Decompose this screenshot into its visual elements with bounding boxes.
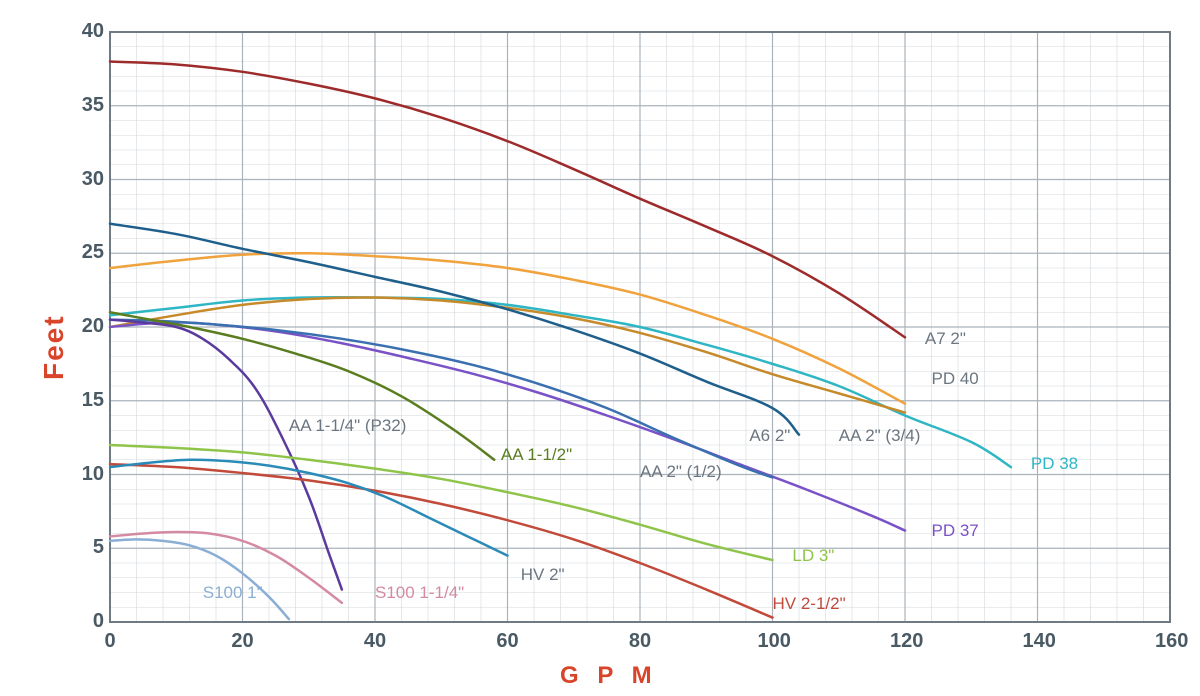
- pump-curve-chart: [0, 0, 1200, 696]
- series-label: AA 1-1/4" (P32): [289, 416, 407, 436]
- y-tick: 40: [68, 20, 104, 43]
- x-tick: 80: [625, 630, 655, 653]
- x-tick: 120: [890, 630, 920, 653]
- series-label: AA 1-1/2": [501, 445, 572, 465]
- series-label: S100 1-1/4": [375, 583, 464, 603]
- y-tick: 15: [68, 389, 104, 412]
- series-label: AA 2" (1/2): [640, 462, 722, 482]
- series-label: A6 2": [749, 426, 790, 446]
- x-tick: 20: [228, 630, 258, 653]
- x-tick: 160: [1155, 630, 1185, 653]
- x-axis-label: G P M: [560, 662, 658, 690]
- y-tick: 5: [68, 536, 104, 559]
- y-tick: 35: [68, 94, 104, 117]
- y-tick: 0: [68, 610, 104, 633]
- series-label: A7 2": [925, 329, 966, 349]
- series-label: S100 1": [203, 583, 263, 603]
- series-label: PD 40: [932, 369, 979, 389]
- x-tick: 40: [360, 630, 390, 653]
- series-label: HV 2-1/2": [773, 594, 846, 614]
- x-tick: 0: [95, 630, 125, 653]
- y-axis-label: Feet: [38, 314, 70, 380]
- y-tick: 30: [68, 168, 104, 191]
- x-tick: 140: [1023, 630, 1053, 653]
- series-label: PD 38: [1031, 454, 1078, 474]
- series-label: HV 2": [521, 565, 565, 585]
- y-tick: 25: [68, 241, 104, 264]
- series-label: PD 37: [932, 521, 979, 541]
- y-tick: 20: [68, 315, 104, 338]
- x-tick: 100: [758, 630, 788, 653]
- series-label: LD 3": [792, 546, 834, 566]
- x-tick: 60: [493, 630, 523, 653]
- y-tick: 10: [68, 463, 104, 486]
- series-label: AA 2" (3/4): [839, 426, 921, 446]
